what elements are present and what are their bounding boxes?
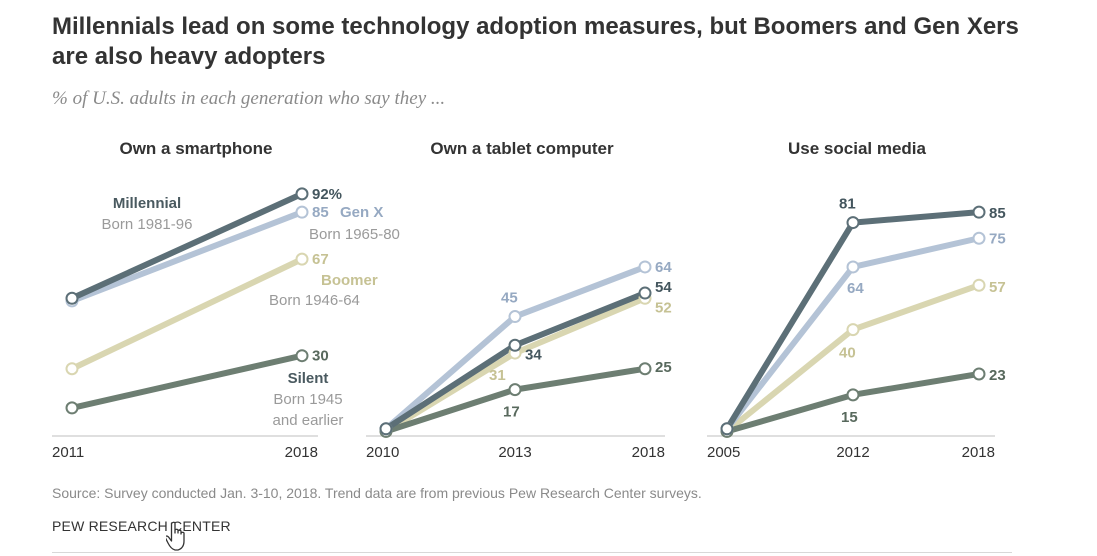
chart-subtitle: % of U.S. adults in each generation who … bbox=[52, 88, 446, 109]
series-line-silent bbox=[69, 352, 305, 411]
data-point-millennial bbox=[508, 338, 522, 352]
data-point-millennial bbox=[972, 205, 986, 219]
legend-label-boomer: Boomer bbox=[321, 272, 378, 289]
x-tick-label: 2012 bbox=[836, 444, 869, 461]
data-label-gen-x: 85 bbox=[312, 204, 329, 221]
x-tick-label: 2018 bbox=[285, 444, 318, 461]
data-label-silent: 23 bbox=[989, 367, 1006, 384]
data-label-millennial: 92% bbox=[312, 186, 342, 203]
data-label-silent: 25 bbox=[655, 359, 672, 376]
chart-title: Millennials lead on some technology adop… bbox=[52, 13, 1019, 70]
x-tick-label: 2013 bbox=[498, 444, 531, 461]
hand-pointer-icon bbox=[166, 521, 185, 551]
data-point-gen-x bbox=[508, 310, 522, 324]
data-label-silent: 30 bbox=[312, 348, 329, 365]
data-point-silent bbox=[638, 362, 652, 376]
source-note: Source: Survey conducted Jan. 3-10, 2018… bbox=[52, 485, 702, 501]
data-point-gen-x bbox=[972, 231, 986, 245]
data-label-boomer: 67 bbox=[312, 251, 329, 268]
data-label-silent: 15 bbox=[841, 409, 858, 426]
data-point-millennial bbox=[846, 216, 860, 230]
legend-sub-boomer: Born 1946-64 bbox=[269, 292, 360, 309]
legend-sub2-silent: and earlier bbox=[273, 412, 344, 429]
series-line-gen-x bbox=[69, 209, 305, 304]
legend-label-millennial: Millennial bbox=[113, 195, 181, 212]
data-point-millennial bbox=[379, 422, 393, 436]
data-point-millennial bbox=[65, 291, 79, 305]
panel-title-use-social-media: Use social media bbox=[788, 139, 927, 158]
data-label-boomer: 52 bbox=[655, 299, 672, 316]
data-label-millennial: 81 bbox=[839, 196, 856, 213]
data-point-silent bbox=[295, 349, 309, 363]
legend-label-gen-x: Gen X bbox=[340, 204, 383, 221]
data-point-millennial bbox=[295, 187, 309, 201]
data-point-silent bbox=[508, 383, 522, 397]
data-point-millennial bbox=[638, 286, 652, 300]
data-point-gen-x bbox=[295, 205, 309, 219]
legend-label-silent: Silent bbox=[288, 370, 329, 387]
data-label-millennial: 54 bbox=[655, 279, 672, 296]
data-label-gen-x: 64 bbox=[847, 280, 864, 297]
legend-sub-silent: Born 1945 bbox=[273, 391, 342, 408]
legend-sub-gen-x: Born 1965-80 bbox=[309, 226, 400, 243]
x-tick-label: 2018 bbox=[632, 444, 665, 461]
panel-title-own-a-tablet-computer: Own a tablet computer bbox=[430, 139, 614, 158]
data-label-millennial: 85 bbox=[989, 205, 1006, 222]
data-label-gen-x: 64 bbox=[655, 259, 672, 276]
data-label-gen-x: 75 bbox=[989, 230, 1006, 247]
panel-title-own-a-smartphone: Own a smartphone bbox=[119, 139, 272, 158]
legend-sub-millennial: Born 1981-96 bbox=[102, 216, 193, 233]
x-tick-label: 2005 bbox=[707, 444, 740, 461]
footer-divider bbox=[52, 552, 1012, 553]
data-point-boomer bbox=[972, 278, 986, 292]
series-line-boomer bbox=[69, 256, 305, 372]
x-tick-label: 2010 bbox=[366, 444, 399, 461]
data-label-silent: 17 bbox=[503, 404, 520, 421]
data-point-gen-x bbox=[846, 260, 860, 274]
x-tick-label: 2011 bbox=[52, 444, 84, 461]
data-point-boomer bbox=[295, 252, 309, 266]
data-label-boomer: 40 bbox=[839, 345, 856, 362]
data-label-boomer: 57 bbox=[989, 279, 1006, 296]
brand-name: PEW RESEARCH CENTER bbox=[52, 518, 231, 534]
data-point-silent bbox=[65, 401, 79, 415]
series-line-millennial bbox=[69, 190, 305, 302]
data-point-boomer bbox=[65, 362, 79, 376]
data-point-gen-x bbox=[638, 260, 652, 274]
x-tick-label: 2018 bbox=[962, 444, 995, 461]
data-point-silent bbox=[972, 367, 986, 381]
data-point-silent bbox=[846, 388, 860, 402]
data-label-boomer: 31 bbox=[489, 367, 506, 384]
data-point-boomer bbox=[846, 323, 860, 337]
data-point-millennial bbox=[720, 422, 734, 436]
data-label-millennial: 34 bbox=[525, 346, 542, 363]
data-label-gen-x: 45 bbox=[501, 290, 518, 307]
